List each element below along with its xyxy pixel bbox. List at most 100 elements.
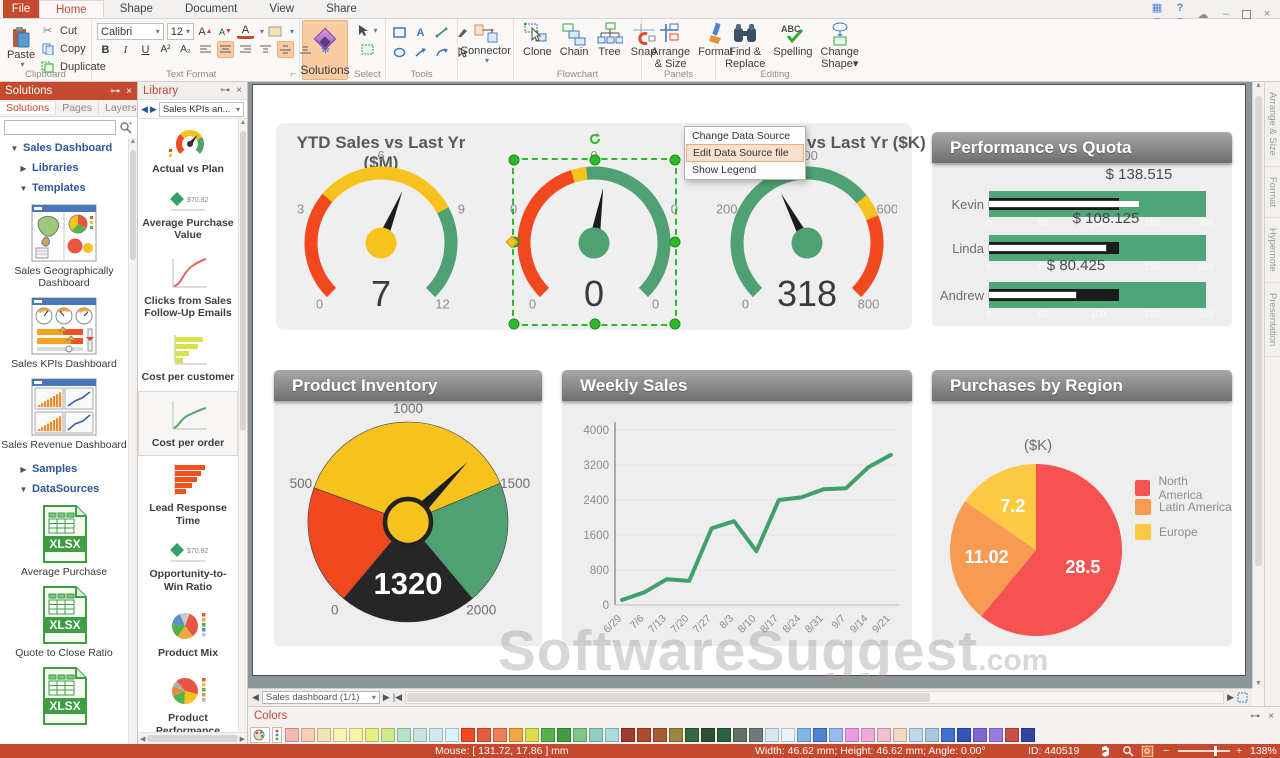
italic-button[interactable]: I <box>123 43 128 56</box>
cut-button[interactable]: ✂ Cut <box>37 22 108 39</box>
library-vscrollbar[interactable]: ▲ <box>238 119 247 732</box>
first-page-icon[interactable]: |◀ <box>392 692 403 702</box>
chain-button[interactable]: Chain <box>556 22 593 58</box>
spelling-button[interactable]: ABC Spelling <box>773 24 813 58</box>
selection-handle-n[interactable] <box>589 154 600 166</box>
library-item[interactable]: Clicks from Sales Follow-Up Emails <box>138 249 238 327</box>
text-background-button[interactable] <box>267 23 284 40</box>
tree-node-templates[interactable]: ▼ Templates <box>0 178 128 198</box>
superscript-button[interactable]: A² <box>160 44 171 55</box>
side-tab-arrange-size[interactable]: Arrange & Size <box>1265 82 1280 167</box>
color-swatch[interactable] <box>429 728 443 742</box>
line-weekly-sales[interactable]: 0 800 1600 2400 3200 4000 6/29 7/6 7/13 7/20 7/27 8… <box>567 401 907 644</box>
chevron-expanded-icon[interactable]: ▼ <box>19 183 28 193</box>
library-item[interactable]: Cost per customer <box>138 327 238 391</box>
pin-icon[interactable]: ⊶ <box>1250 710 1261 722</box>
ellipse-tool[interactable] <box>391 44 408 61</box>
color-swatch[interactable] <box>557 728 571 742</box>
color-swatch[interactable] <box>845 728 859 742</box>
library-item[interactable]: Lead Response Time <box>138 456 238 534</box>
color-swatch[interactable] <box>573 728 587 742</box>
tree-node-libraries[interactable]: ▶ Libraries <box>0 158 128 178</box>
color-swatch[interactable] <box>605 728 619 742</box>
color-swatch[interactable] <box>717 728 731 742</box>
color-swatch[interactable] <box>397 728 411 742</box>
tab-view[interactable]: View <box>269 3 295 15</box>
color-swatch[interactable] <box>925 728 939 742</box>
scroll-right-icon[interactable]: ▶ <box>1227 692 1234 702</box>
chevron-expanded-icon[interactable]: ▼ <box>10 143 19 153</box>
palette-more-button[interactable] <box>272 727 282 743</box>
tree-node-sales-dashboard[interactable]: ▼ Sales Dashboard <box>0 138 128 158</box>
color-swatch[interactable] <box>941 728 955 742</box>
tree-thumbnail-item[interactable]: XLSX Quote to Close Ratio <box>0 586 128 659</box>
library-item[interactable]: Product Performance <box>138 666 238 732</box>
color-swatch[interactable] <box>989 728 1003 742</box>
side-tab-format[interactable]: Format <box>1265 167 1280 218</box>
library-item[interactable]: Cost per order <box>138 390 238 457</box>
close-button[interactable]: × <box>1263 8 1271 20</box>
color-swatch[interactable] <box>893 728 907 742</box>
grow-font-button[interactable]: A ▲ <box>198 25 213 38</box>
chevron-collapsed-icon[interactable]: ▶ <box>20 163 27 173</box>
color-swatch[interactable] <box>525 728 539 742</box>
tree-thumbnail-item[interactable]: Sales KPIs Dashboard <box>0 297 128 370</box>
tree-thumbnail-item[interactable]: Sales Revenue Dashboard <box>0 378 128 451</box>
text-tool[interactable]: A <box>416 26 425 39</box>
duplicate-button[interactable]: Duplicate <box>37 58 108 75</box>
color-swatch[interactable] <box>749 728 763 742</box>
find-replace-button[interactable]: Find & Replace <box>721 22 769 70</box>
tab-document[interactable]: Document <box>184 3 238 15</box>
color-swatch[interactable] <box>477 728 491 742</box>
arrow-tool[interactable] <box>412 44 429 61</box>
purchases-panel-header[interactable]: Purchases by Region <box>932 370 1232 401</box>
select-area-button[interactable] <box>355 41 380 58</box>
cloud-icon[interactable]: ☁ <box>1197 8 1209 21</box>
tab-shape[interactable]: Shape <box>119 3 153 15</box>
dial-product-inventory[interactable]: 0 500 1000 1500 2000 1320 <box>278 401 538 646</box>
search-input[interactable] <box>4 120 116 135</box>
color-swatch[interactable] <box>765 728 779 742</box>
text-background-caret-icon[interactable]: ▾ <box>289 27 294 36</box>
color-swatch[interactable] <box>861 728 875 742</box>
selection-handle-e[interactable] <box>669 236 681 248</box>
font-color-caret-icon[interactable]: ▾ <box>259 27 264 36</box>
color-swatch[interactable] <box>653 728 667 742</box>
color-swatch[interactable] <box>813 728 827 742</box>
color-swatch[interactable] <box>957 728 971 742</box>
underline-button[interactable]: U <box>141 43 150 56</box>
side-tab-hypernote[interactable]: Hypernote <box>1265 218 1280 283</box>
color-swatch[interactable] <box>797 728 811 742</box>
copy-button[interactable]: Copy <box>37 40 108 57</box>
font-color-button[interactable]: A <box>236 24 254 39</box>
color-swatch[interactable] <box>1005 728 1019 742</box>
arrange-size-button[interactable]: Arrange & Size <box>647 22 694 70</box>
zoom-slider-thumb[interactable] <box>1214 746 1217 756</box>
menu-item-show-legend[interactable]: Show Legend <box>692 164 757 176</box>
library-item[interactable]: $70.92 Opportunity-to-Win Ratio <box>138 534 238 600</box>
color-swatch[interactable] <box>509 728 523 742</box>
color-swatch[interactable] <box>381 728 395 742</box>
pan-hand-icon[interactable] <box>1099 745 1112 757</box>
color-swatch[interactable] <box>621 728 635 742</box>
valign-bottom-button[interactable] <box>297 41 314 58</box>
color-swatch[interactable] <box>333 728 347 742</box>
zoom-tool-icon[interactable] <box>1122 745 1135 757</box>
font-size-select[interactable]: 12 ▾ <box>166 23 194 40</box>
document-page[interactable]: YTD Sales vs Last Yr ($M) vs Last Yr ($K… <box>252 84 1246 676</box>
color-swatch[interactable] <box>301 728 315 742</box>
snap-button[interactable]: Snap <box>627 22 661 58</box>
library-select[interactable]: Sales KPIs an... ▾ <box>158 101 244 117</box>
dialog-launcher-icon[interactable]: ⌐ <box>290 69 296 80</box>
library-item[interactable]: Actual vs Plan <box>138 119 238 183</box>
tree-thumbnail-item[interactable]: XLSX <box>0 667 128 726</box>
paste-button[interactable]: Paste ▾ <box>5 22 37 75</box>
inventory-panel-header[interactable]: Product Inventory <box>274 370 542 401</box>
text-layout-button[interactable]: ❋ <box>320 44 331 56</box>
library-item[interactable]: $70.92 Average Purchase Value <box>138 183 238 249</box>
color-swatch[interactable] <box>909 728 923 742</box>
tree-node-samples[interactable]: ▶ Samples <box>0 459 128 479</box>
color-swatch[interactable] <box>781 728 795 742</box>
clone-button[interactable]: Clone <box>519 22 556 58</box>
